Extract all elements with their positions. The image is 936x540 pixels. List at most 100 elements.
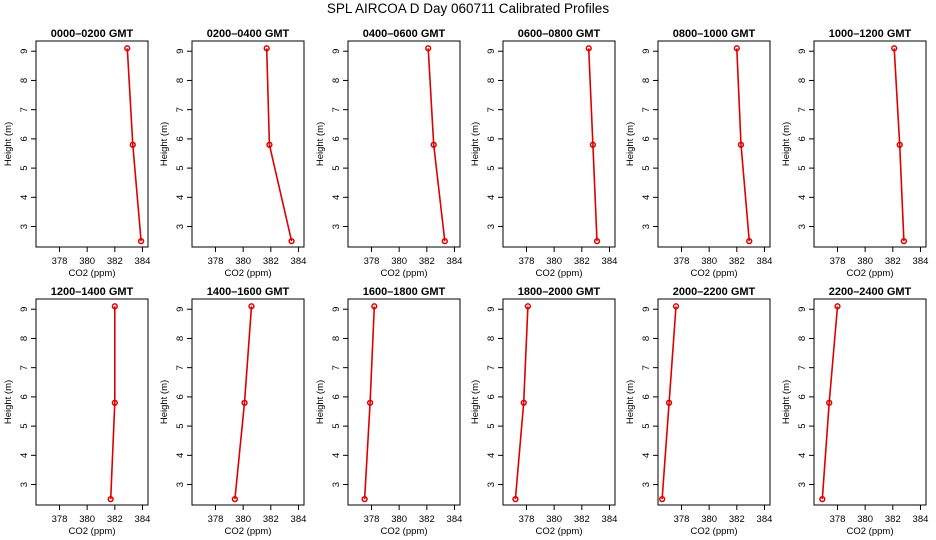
y-tick-label: 3	[19, 224, 30, 229]
y-tick-label: 4	[486, 453, 497, 458]
figure-title: SPL AIRCOA D Day 060711 Calibrated Profi…	[326, 1, 610, 16]
y-tick-label: 9	[641, 49, 652, 54]
y-tick-label: 4	[175, 195, 186, 200]
data-point	[111, 303, 118, 310]
y-tick-label: 4	[641, 195, 652, 200]
y-tick-label: 6	[486, 136, 497, 141]
x-axis-label: CO2 (ppm)	[536, 268, 583, 279]
panel-title: 1400–1600 GMT	[207, 286, 290, 298]
panel-title: 2200–2400 GMT	[829, 286, 912, 298]
profile-line	[893, 48, 905, 242]
y-tick-label: 7	[486, 107, 497, 112]
x-tick-label: 380	[391, 256, 407, 267]
y-tick-label: 8	[19, 78, 30, 83]
x-tick-label: 384	[913, 256, 929, 267]
y-tick-label: 3	[331, 482, 342, 487]
panel-title: 0000–0200 GMT	[51, 28, 134, 40]
y-tick-label: 7	[797, 107, 808, 112]
y-tick-label: 8	[486, 78, 497, 83]
y-tick-label: 7	[641, 107, 652, 112]
data-point	[266, 141, 273, 148]
panel: 2000–2200 GMT 378 380 382 384 3 4 5 6 7 8 9 CO2 (ppm…	[625, 286, 772, 537]
plot-frame	[35, 298, 149, 506]
x-tick-label: 382	[107, 256, 123, 267]
y-tick-label: 3	[641, 224, 652, 229]
y-tick-label: 8	[486, 336, 497, 341]
y-tick-label: 8	[19, 336, 30, 341]
y-tick-label: 4	[175, 453, 186, 458]
plot-frame	[813, 298, 927, 506]
profile-line	[265, 48, 293, 242]
x-tick-label: 380	[546, 514, 562, 525]
data-point	[737, 141, 745, 148]
data-point	[231, 496, 239, 503]
y-tick-label: 8	[175, 78, 186, 83]
data-point	[361, 496, 368, 503]
data-point	[241, 399, 248, 406]
x-axis-label: CO2 (ppm)	[691, 526, 738, 537]
x-tick-label: 380	[79, 256, 95, 267]
y-tick-label: 3	[797, 482, 808, 487]
profile-line	[234, 306, 253, 500]
y-tick-label: 9	[19, 49, 30, 54]
data-point	[733, 45, 740, 52]
data-point	[111, 399, 118, 406]
y-tick-label: 5	[175, 423, 186, 428]
x-tick-label: 380	[546, 256, 562, 267]
plot-frame	[502, 298, 616, 506]
data-point	[107, 496, 114, 503]
x-axis-label: CO2 (ppm)	[69, 268, 116, 279]
y-tick-label: 9	[797, 49, 808, 54]
x-tick-label: 384	[447, 256, 463, 267]
x-tick-label: 378	[519, 256, 535, 267]
data-point	[425, 45, 432, 52]
x-tick-label: 378	[52, 514, 68, 525]
data-point	[137, 238, 145, 245]
x-tick-label: 384	[135, 514, 151, 525]
x-tick-label: 378	[674, 256, 690, 267]
plot-frame	[347, 298, 461, 506]
data-point	[891, 45, 898, 52]
y-tick-label: 5	[797, 423, 808, 428]
panel-title: 0400–0600 GMT	[363, 28, 446, 40]
data-point	[124, 45, 131, 52]
y-axis-label: Height (m)	[159, 122, 170, 166]
data-point	[371, 303, 378, 310]
y-tick-label: 4	[641, 453, 652, 458]
panel: 0600–0800 GMT 378 380 382 384 3 4 5 6 7 8 9 CO2 (ppm…	[470, 28, 617, 279]
plot-frame	[502, 40, 616, 248]
y-tick-label: 9	[19, 307, 30, 312]
y-tick-label: 5	[331, 423, 342, 428]
x-tick-label: 382	[263, 514, 279, 525]
y-axis-label: Height (m)	[625, 122, 636, 166]
x-tick-label: 378	[364, 256, 380, 267]
data-point	[593, 238, 601, 245]
data-point	[900, 238, 908, 245]
x-tick-label: 382	[729, 256, 745, 267]
x-tick-label: 384	[757, 514, 773, 525]
y-tick-label: 4	[486, 195, 497, 200]
data-point	[672, 303, 680, 310]
profile-line	[126, 48, 142, 242]
x-tick-label: 384	[291, 514, 307, 525]
y-tick-label: 6	[797, 136, 808, 141]
y-tick-label: 6	[641, 136, 652, 141]
data-point	[834, 303, 841, 310]
y-tick-label: 7	[19, 107, 30, 112]
x-tick-label: 382	[729, 514, 745, 525]
y-tick-label: 4	[797, 195, 808, 200]
y-tick-label: 3	[641, 482, 652, 487]
y-tick-label: 9	[797, 307, 808, 312]
x-axis-label: CO2 (ppm)	[691, 268, 738, 279]
x-tick-label: 380	[235, 514, 251, 525]
x-tick-label: 384	[135, 256, 151, 267]
panel: 1600–1800 GMT 378 380 382 384 3 4 5 6 7 8 9 CO2 (ppm…	[315, 286, 462, 537]
y-tick-label: 6	[797, 394, 808, 399]
panel: 2200–2400 GMT 378 380 382 384 3 4 5 6 7 8 9 CO2 (ppm…	[781, 286, 928, 537]
y-tick-label: 9	[641, 307, 652, 312]
x-tick-label: 378	[52, 256, 68, 267]
y-axis-label: Height (m)	[3, 122, 14, 166]
data-point	[248, 303, 255, 310]
profile-line	[821, 306, 839, 500]
x-tick-label: 380	[701, 256, 717, 267]
